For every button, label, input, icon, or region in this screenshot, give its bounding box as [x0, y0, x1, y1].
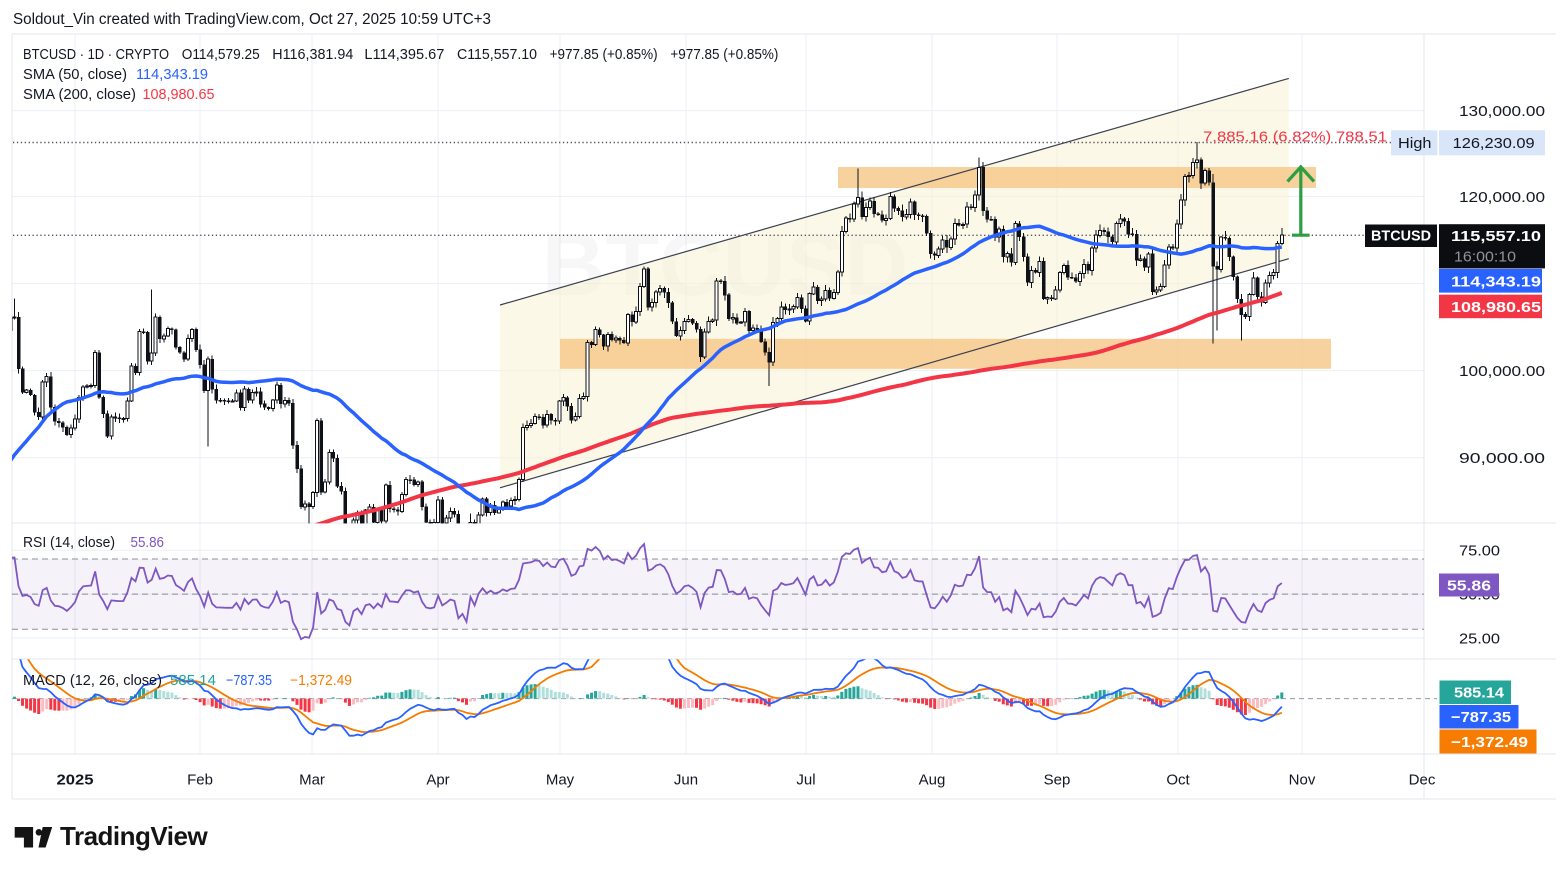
svg-text:H116,381.94: H116,381.94 — [272, 47, 353, 63]
svg-text:90,000.00: 90,000.00 — [1459, 450, 1545, 467]
svg-text:−787.35: −787.35 — [226, 673, 272, 689]
svg-text:100,000.00: 100,000.00 — [1459, 363, 1545, 380]
svg-text:BTCUSD · 1D · CRYPTO: BTCUSD · 1D · CRYPTO — [23, 47, 169, 63]
svg-text:−1,372.49: −1,372.49 — [290, 673, 352, 689]
svg-text:−787.35: −787.35 — [1451, 709, 1511, 726]
svg-text:L114,395.67: L114,395.67 — [364, 47, 444, 63]
svg-text:May: May — [546, 772, 575, 789]
svg-text:126,230.09: 126,230.09 — [1453, 135, 1535, 152]
svg-text:+977.85 (+0.85%): +977.85 (+0.85%) — [670, 47, 778, 63]
svg-text:16:00:10: 16:00:10 — [1454, 249, 1516, 266]
svg-text:585.14: 585.14 — [1454, 685, 1505, 702]
svg-text:Oct: Oct — [1166, 772, 1190, 789]
svg-text:C115,557.10: C115,557.10 — [457, 47, 537, 63]
svg-text:MACD (12, 26, close): MACD (12, 26, close) — [23, 673, 162, 689]
svg-text:+977.85 (+0.85%): +977.85 (+0.85%) — [550, 47, 658, 63]
svg-text:7,885.16 (6.82%) 788,51: 7,885.16 (6.82%) 788,51 — [1203, 129, 1387, 146]
svg-text:BTCUSD: BTCUSD — [1371, 228, 1431, 245]
svg-text:Aug: Aug — [919, 772, 946, 789]
svg-text:108,980.65: 108,980.65 — [143, 87, 215, 103]
svg-text:TradingView: TradingView — [60, 821, 208, 851]
svg-text:108,980.65: 108,980.65 — [1451, 299, 1541, 316]
svg-text:Mar: Mar — [299, 772, 325, 789]
svg-text:Sep: Sep — [1044, 772, 1071, 789]
svg-text:SMA (200, close): SMA (200, close) — [23, 87, 136, 103]
svg-text:115,557.10: 115,557.10 — [1451, 228, 1541, 245]
svg-text:Jul: Jul — [796, 772, 815, 789]
svg-text:High: High — [1398, 135, 1432, 152]
svg-text:130,000.00: 130,000.00 — [1459, 103, 1545, 120]
svg-text:Nov: Nov — [1289, 772, 1316, 789]
svg-text:114,343.19: 114,343.19 — [136, 67, 208, 83]
svg-text:Feb: Feb — [187, 772, 213, 789]
svg-text:SMA (50, close): SMA (50, close) — [23, 67, 127, 83]
svg-text:25.00: 25.00 — [1459, 631, 1500, 648]
svg-text:120,000.00: 120,000.00 — [1459, 189, 1545, 206]
svg-text:Dec: Dec — [1409, 772, 1436, 789]
svg-text:−1,372.49: −1,372.49 — [1451, 734, 1528, 751]
svg-text:2025: 2025 — [57, 772, 94, 789]
svg-text:RSI (14, close): RSI (14, close) — [23, 535, 115, 551]
svg-text:55.86: 55.86 — [131, 535, 165, 551]
svg-text:585.14: 585.14 — [170, 673, 216, 689]
svg-text:75.00: 75.00 — [1459, 543, 1500, 560]
svg-text:Apr: Apr — [426, 772, 449, 789]
svg-text:O114,579.25: O114,579.25 — [182, 47, 260, 63]
svg-text:114,343.19: 114,343.19 — [1451, 274, 1541, 291]
svg-text:Soldout_Vin created with Tradi: Soldout_Vin created with TradingView.com… — [13, 11, 491, 28]
svg-text:Jun: Jun — [674, 772, 698, 789]
svg-text:55.86: 55.86 — [1447, 578, 1491, 595]
